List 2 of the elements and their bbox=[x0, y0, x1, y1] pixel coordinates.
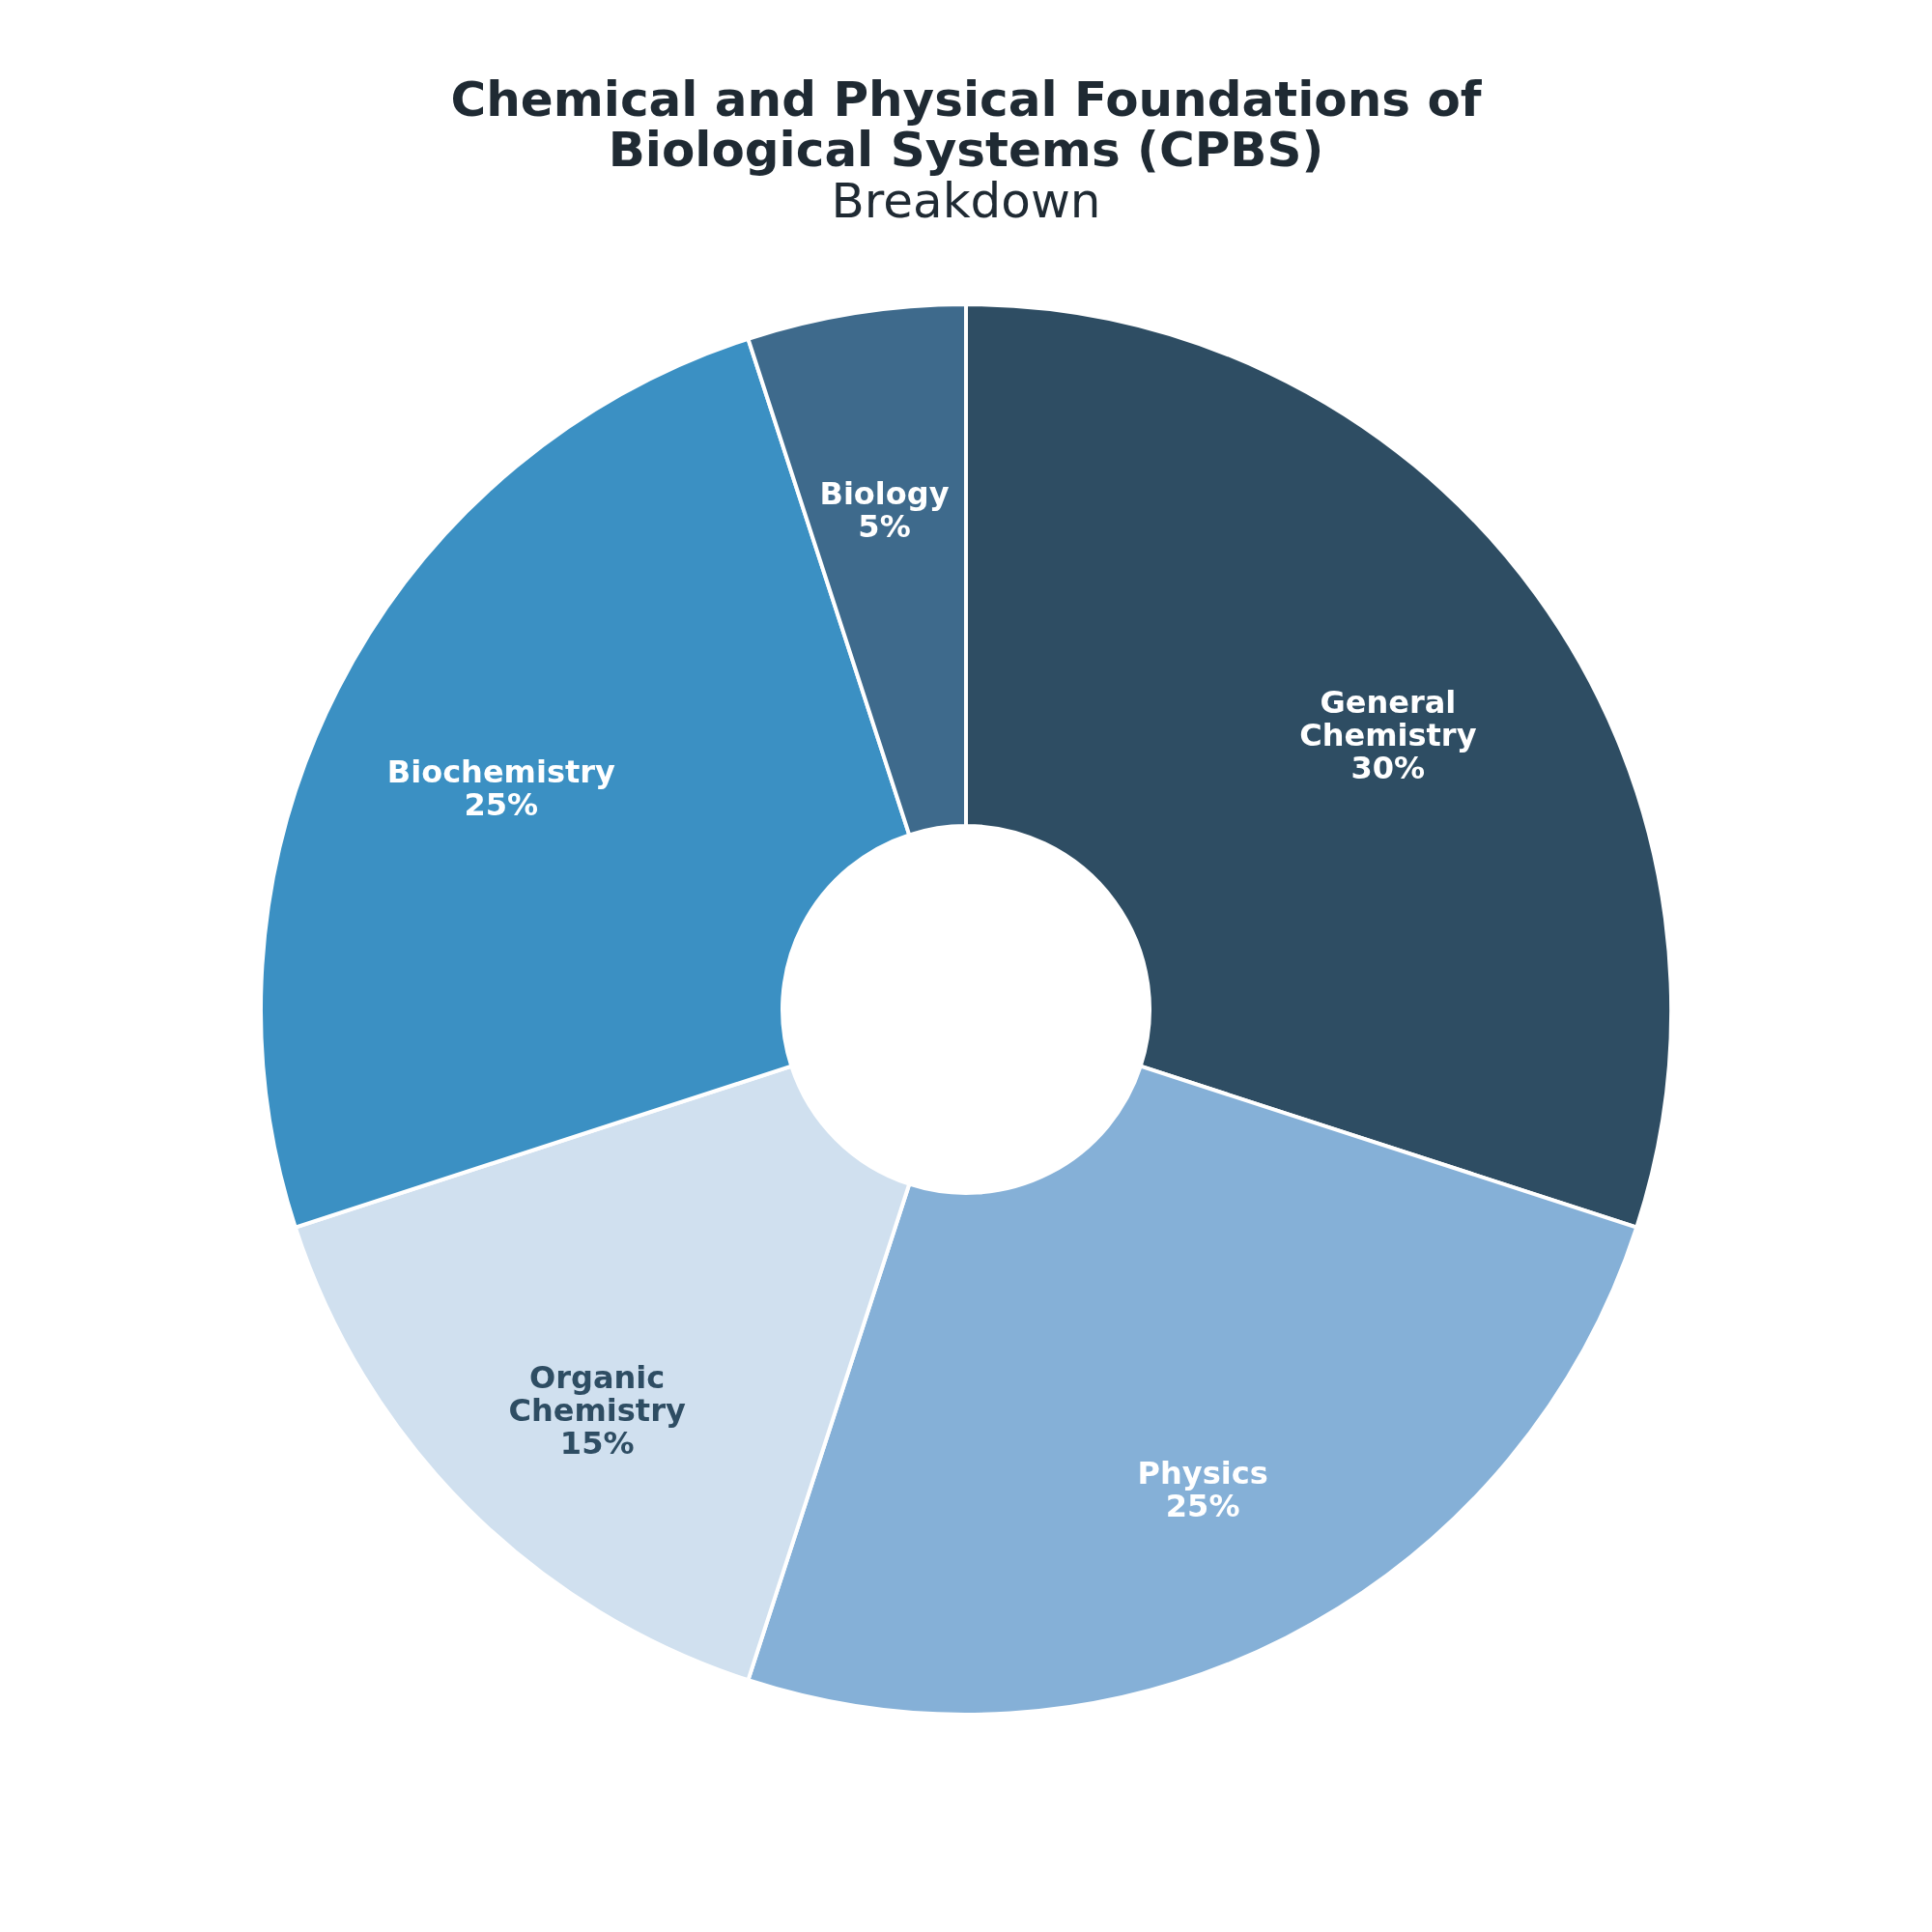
chart-title: Chemical and Physical Foundations of Biological Systems (CPBS) bbox=[450, 71, 1483, 178]
slice-label: Physics bbox=[1137, 1455, 1268, 1492]
